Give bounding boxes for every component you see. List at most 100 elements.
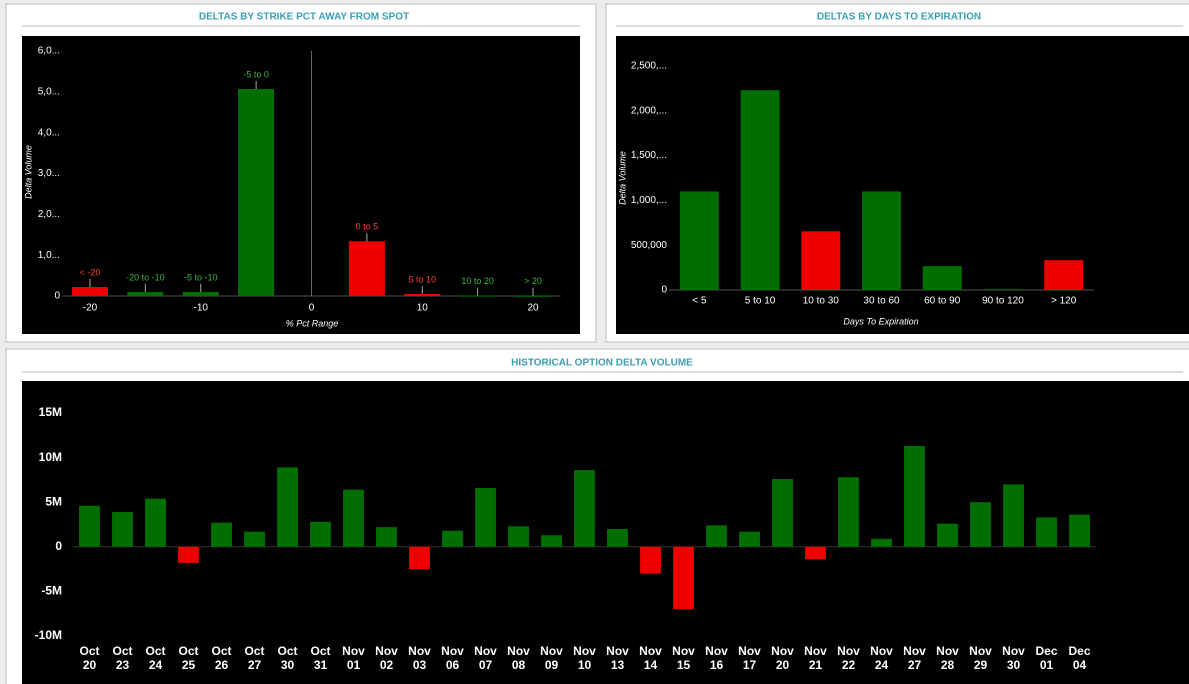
chart-title: HISTORICAL OPTION DELTA VOLUME bbox=[511, 358, 693, 369]
bar bbox=[515, 295, 552, 297]
x-tick-label: Oct 24 bbox=[145, 644, 166, 672]
y-tick-label: -5M bbox=[41, 584, 62, 598]
bar bbox=[348, 241, 385, 296]
bar bbox=[277, 467, 298, 547]
x-tick-label: 10 to 30 bbox=[803, 296, 840, 307]
x-tick-label: Nov 17 bbox=[738, 644, 761, 672]
x-tick-label: Dec 04 bbox=[1068, 644, 1091, 672]
x-axis-title: % Pct Range bbox=[286, 318, 339, 328]
x-tick-label: Nov 15 bbox=[672, 644, 695, 672]
bar bbox=[404, 293, 441, 296]
x-tick-label: -20 bbox=[83, 303, 98, 314]
x-tick-label: 60 to 90 bbox=[924, 296, 961, 307]
x-tick-label: Nov 07 bbox=[474, 644, 497, 672]
x-tick-label: Nov 28 bbox=[936, 644, 959, 672]
bar-label: -20 to -10 bbox=[126, 272, 165, 282]
x-tick-label: 30 to 60 bbox=[863, 296, 900, 307]
y-tick-label: 2,500,... bbox=[631, 61, 667, 72]
x-tick-label: 10 bbox=[417, 303, 429, 314]
y-tick-label: 1,0... bbox=[38, 250, 60, 261]
x-tick-label: Oct 30 bbox=[277, 644, 298, 672]
x-tick-label: Nov 30 bbox=[1002, 644, 1025, 672]
x-tick-label: 0 bbox=[309, 303, 315, 314]
y-tick-label: 5M bbox=[45, 494, 62, 508]
bar bbox=[508, 526, 529, 547]
bar bbox=[238, 88, 275, 296]
bar-label: -5 to -10 bbox=[184, 272, 218, 282]
x-tick-label: Nov 22 bbox=[837, 644, 860, 672]
x-tick-label: 5 to 10 bbox=[745, 296, 776, 307]
y-axis-title: Delta Volume bbox=[23, 145, 33, 199]
x-tick-label: Oct 20 bbox=[79, 644, 100, 672]
bar bbox=[706, 525, 727, 547]
x-tick-label: > 120 bbox=[1051, 296, 1077, 307]
bar bbox=[442, 530, 463, 547]
bar bbox=[871, 538, 892, 547]
bar bbox=[541, 535, 562, 547]
bar bbox=[178, 546, 199, 563]
bar bbox=[983, 289, 1023, 291]
y-tick-label: 1,000,... bbox=[631, 195, 667, 206]
x-tick-label: Nov 02 bbox=[375, 644, 398, 672]
bar-label: < -20 bbox=[80, 267, 101, 277]
bar bbox=[310, 521, 331, 547]
bar-label: 10 to 20 bbox=[461, 276, 494, 286]
bar bbox=[1036, 517, 1057, 547]
x-tick-label: Oct 27 bbox=[244, 644, 265, 672]
bar bbox=[79, 505, 100, 547]
bar bbox=[475, 487, 496, 547]
y-tick-label: 2,000,... bbox=[631, 105, 667, 116]
x-tick-label: Nov 01 bbox=[342, 644, 365, 672]
x-tick-label: Oct 26 bbox=[211, 644, 232, 672]
bar bbox=[211, 522, 232, 547]
y-tick-label: 2,0... bbox=[38, 209, 60, 220]
chart-title: DELTAS BY STRIKE PCT AWAY FROM SPOT bbox=[199, 12, 409, 23]
x-tick-label: 20 bbox=[527, 303, 539, 314]
x-tick-label: Nov 24 bbox=[870, 644, 893, 672]
x-tick-label: Oct 31 bbox=[310, 644, 331, 672]
x-tick-label: Nov 03 bbox=[408, 644, 431, 672]
x-tick-label: Nov 27 bbox=[903, 644, 926, 672]
bar bbox=[145, 498, 166, 547]
x-tick-label: Oct 25 bbox=[178, 644, 199, 672]
bar bbox=[1003, 484, 1024, 547]
x-tick-label: Nov 14 bbox=[639, 644, 662, 672]
bar bbox=[459, 295, 496, 297]
y-tick-label: 5,0... bbox=[38, 86, 60, 97]
bar bbox=[607, 528, 628, 547]
x-tick-label: Nov 29 bbox=[969, 644, 992, 672]
y-tick-label: 15M bbox=[39, 405, 62, 419]
bar bbox=[805, 546, 826, 560]
bar bbox=[574, 470, 595, 547]
y-tick-label: 1,500,... bbox=[631, 150, 667, 161]
y-tick-label: 3,0... bbox=[38, 168, 60, 179]
x-tick-label: -10 bbox=[194, 303, 209, 314]
bar bbox=[409, 546, 430, 570]
bar bbox=[970, 502, 991, 547]
plot-bg bbox=[22, 36, 580, 334]
bar bbox=[838, 477, 859, 547]
bar bbox=[244, 531, 265, 547]
chart-title: DELTAS BY DAYS TO EXPIRATION bbox=[817, 12, 981, 23]
bar bbox=[679, 191, 719, 290]
bar bbox=[127, 291, 164, 296]
y-tick-label: 0 bbox=[55, 539, 62, 553]
bar-label: 0 to 5 bbox=[356, 222, 379, 232]
x-tick-label: Nov 10 bbox=[573, 644, 596, 672]
bar bbox=[112, 512, 133, 547]
y-axis-title: Delta Volume bbox=[617, 151, 627, 205]
bar bbox=[739, 531, 760, 547]
x-tick-label: Nov 08 bbox=[507, 644, 530, 672]
bar-label: 5 to 10 bbox=[408, 274, 436, 284]
x-tick-label: < 5 bbox=[692, 296, 707, 307]
bar bbox=[740, 90, 780, 290]
bar-label: > 20 bbox=[524, 276, 542, 286]
y-tick-label: -10M bbox=[35, 628, 62, 642]
y-tick-label: 10M bbox=[39, 450, 62, 464]
x-tick-label: Nov 13 bbox=[606, 644, 629, 672]
x-tick-label: Nov 20 bbox=[771, 644, 794, 672]
bar bbox=[376, 527, 397, 547]
y-tick-label: 0 bbox=[661, 285, 667, 296]
